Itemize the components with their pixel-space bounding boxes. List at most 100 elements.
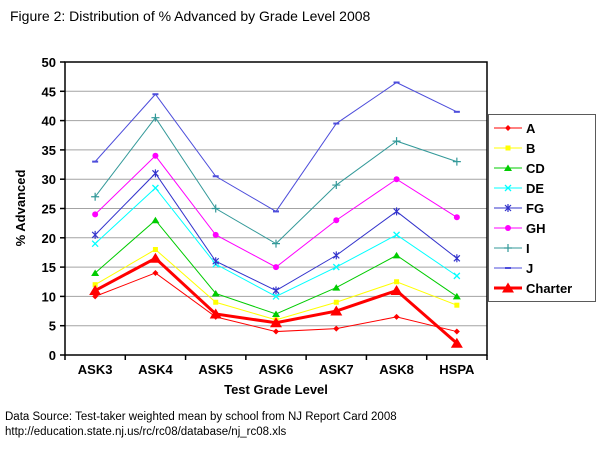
footer-url: http://education.state.nj.us/rc/rc08/dat… — [5, 426, 287, 438]
legend-item-I: I — [493, 238, 593, 258]
legend-swatch-A — [494, 125, 522, 131]
legend-label: CD — [526, 160, 545, 176]
x-marker-icon — [272, 292, 280, 300]
triangle-big-marker-icon — [502, 282, 514, 293]
x-marker-icon — [393, 231, 401, 239]
legend-label: GH — [526, 220, 546, 236]
legend-swatch-FG — [494, 204, 522, 212]
series-line-J — [94, 81, 458, 213]
legend: A B CD DE FG GH I J Charter — [488, 114, 596, 302]
x-tick-label: ASK3 — [78, 362, 113, 377]
asterisk-marker-icon — [393, 207, 400, 216]
plus-marker-icon — [91, 192, 100, 201]
x-tick-label: ASK6 — [259, 362, 294, 377]
diamond-marker-icon — [505, 125, 511, 131]
asterisk-marker-icon — [212, 257, 220, 266]
x-tick-label: ASK5 — [198, 362, 233, 377]
y-tick-label: 20 — [42, 231, 56, 246]
y-tick-label: 50 — [42, 55, 56, 70]
x-axis-title: Test Grade Level — [224, 382, 328, 397]
triangle-marker-icon — [504, 164, 512, 171]
plus-marker-icon — [332, 181, 341, 190]
x-tick-label: HSPA — [439, 362, 475, 377]
circle-marker-icon — [453, 214, 460, 221]
x-marker-icon — [151, 184, 159, 192]
y-tick-label: 25 — [42, 202, 56, 217]
x-marker-icon — [91, 240, 99, 248]
plus-marker-icon — [211, 204, 220, 213]
series-line-FG — [94, 172, 458, 292]
legend-swatch-DE — [494, 184, 522, 192]
x-tick-label: ASK8 — [379, 362, 414, 377]
x-tick-label: ASK4 — [138, 362, 173, 377]
circle-marker-icon — [92, 211, 99, 218]
triangle-marker-icon — [91, 269, 100, 276]
legend-swatch-J — [494, 267, 522, 269]
legend-swatch-CD — [494, 164, 522, 171]
y-axis-title: % Advanced — [13, 170, 28, 247]
diamond-marker-icon — [453, 328, 460, 335]
triangle-marker-icon — [332, 284, 341, 291]
triangle-marker-icon — [211, 289, 220, 297]
asterisk-marker-icon — [152, 169, 159, 178]
square-marker-icon — [213, 299, 219, 305]
diamond-marker-icon — [273, 328, 279, 335]
legend-label: Charter — [526, 280, 573, 296]
y-tick-label: 10 — [42, 289, 56, 304]
chart-plot-area: Test Grade Level % Advanced 0 5 10 15 20 25 30… — [13, 55, 488, 397]
y-tick-label: 5 — [49, 319, 56, 334]
asterisk-marker-icon — [504, 204, 512, 212]
legend-item-GH: GH — [493, 218, 593, 238]
square-marker-icon — [454, 302, 460, 308]
legend-swatch-I — [494, 244, 522, 252]
triangle-big-marker-icon — [89, 285, 102, 296]
circle-marker-icon — [152, 152, 159, 159]
legend-label: FG — [526, 200, 545, 216]
diamond-marker-icon — [393, 313, 400, 320]
legend-item-A: A — [493, 118, 593, 138]
legend-item-CD: CD — [493, 158, 593, 178]
square-marker-icon — [333, 299, 339, 305]
legend-swatch-GH — [494, 225, 522, 231]
square-marker-icon — [152, 247, 158, 253]
legend-label: DE — [526, 180, 545, 196]
triangle-marker-icon — [272, 310, 280, 317]
y-tick-label: 45 — [42, 84, 56, 99]
y-tick-label: 30 — [42, 172, 56, 187]
legend-label: I — [526, 240, 530, 256]
legend-label: J — [526, 260, 534, 276]
x-tick-label: ASK7 — [319, 362, 354, 377]
square-marker-icon — [92, 282, 98, 288]
triangle-big-marker-icon — [390, 285, 403, 296]
plus-marker-icon — [392, 137, 401, 146]
triangle-big-marker-icon — [330, 305, 343, 316]
plus-marker-icon — [151, 113, 160, 122]
legend-swatch-B — [494, 145, 522, 151]
triangle-big-marker-icon — [209, 308, 222, 319]
square-marker-icon — [505, 145, 511, 151]
diamond-marker-icon — [152, 269, 159, 276]
circle-marker-icon — [505, 225, 511, 231]
plus-marker-icon — [504, 244, 512, 252]
legend-swatch-Charter — [494, 282, 522, 293]
legend-label: A — [526, 120, 536, 136]
legend-label: B — [526, 140, 536, 156]
chart-title: Figure 2: Distribution of % Advanced by … — [10, 8, 371, 24]
x-marker-icon — [504, 184, 512, 192]
x-marker-icon — [332, 263, 340, 271]
triangle-big-marker-icon — [450, 337, 463, 348]
triangle-marker-icon — [392, 251, 401, 259]
legend-item-Charter: Charter — [493, 278, 593, 298]
legend-item-FG: FG — [493, 198, 593, 218]
plus-marker-icon — [452, 157, 461, 166]
plus-marker-icon — [272, 239, 280, 248]
triangle-big-marker-icon — [149, 252, 162, 263]
footer-data-source: Data Source: Test-taker weighted mean by… — [5, 411, 397, 423]
series-line-I — [94, 116, 458, 245]
circle-marker-icon — [393, 176, 400, 183]
triangle-big-marker-icon — [270, 317, 282, 328]
asterisk-marker-icon — [453, 254, 461, 263]
circle-marker-icon — [273, 264, 279, 271]
x-marker-icon — [453, 272, 461, 280]
legend-item-DE: DE — [493, 178, 593, 198]
